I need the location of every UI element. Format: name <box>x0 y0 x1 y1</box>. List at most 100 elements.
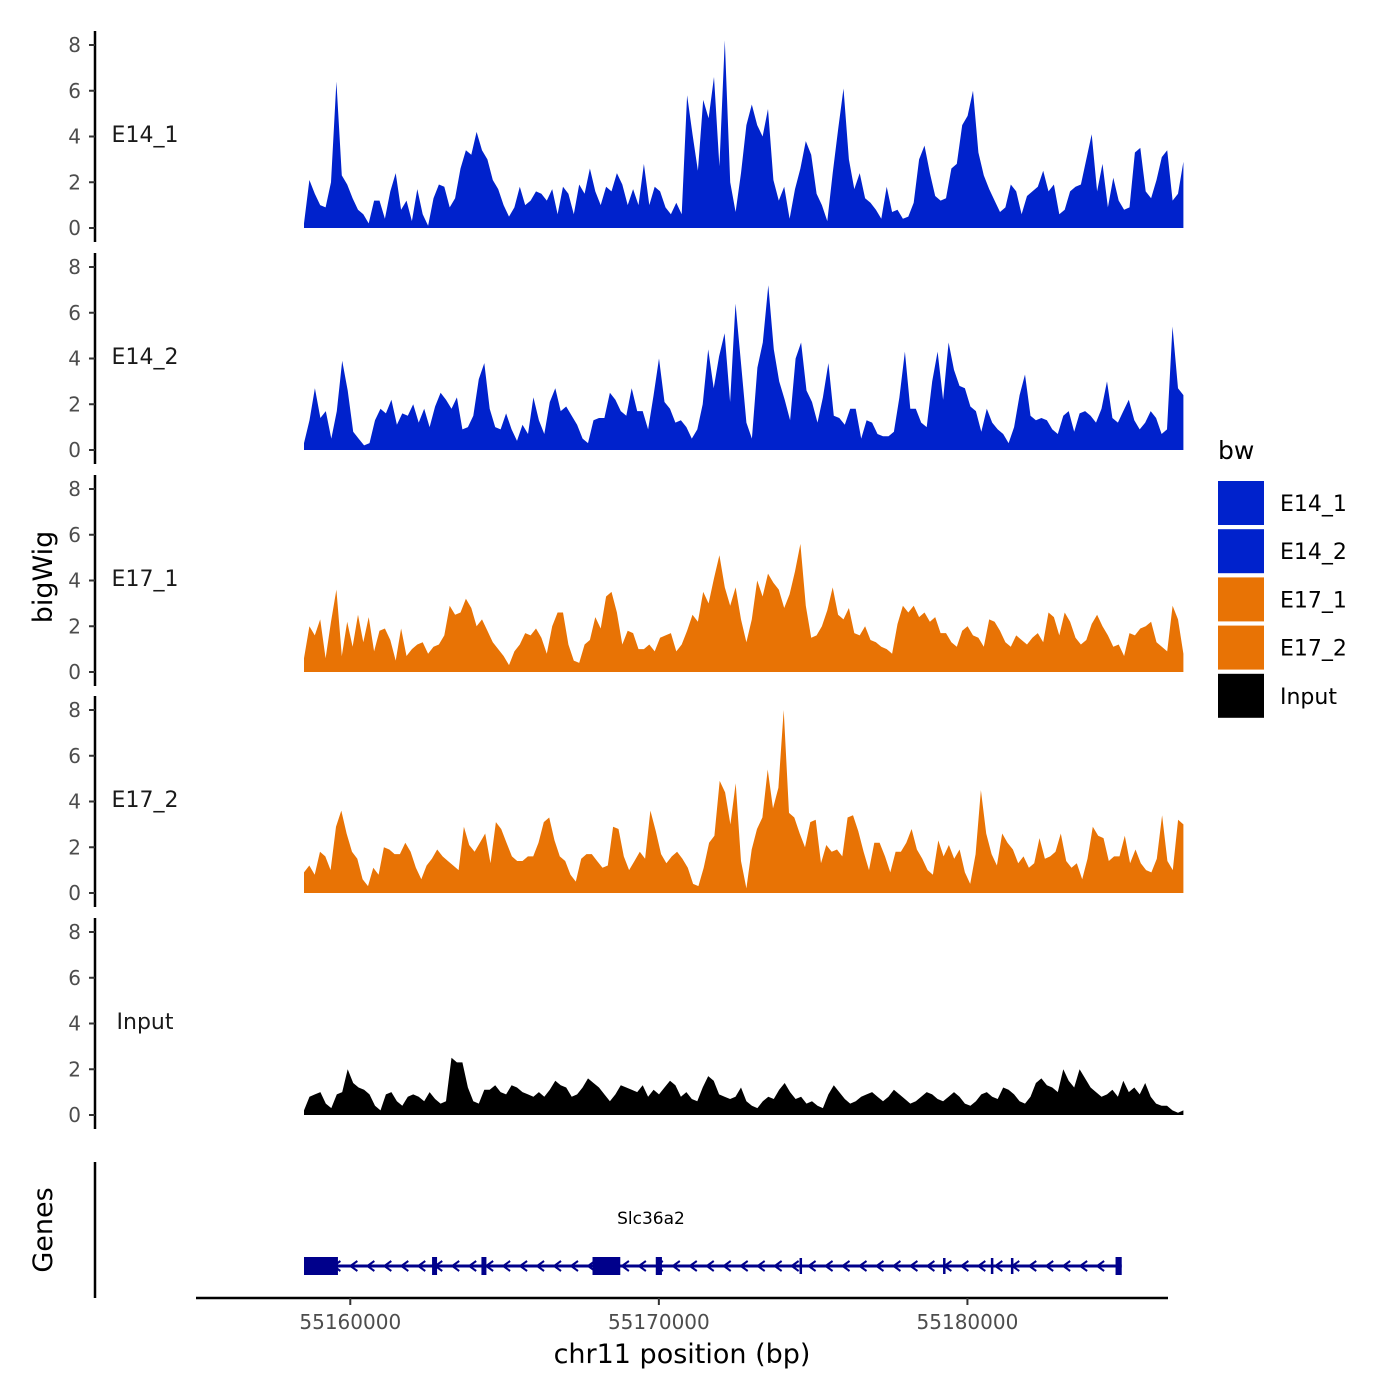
gene-strand-arrow <box>874 1260 885 1272</box>
gene-strand-arrow <box>637 1260 647 1272</box>
gene-strand-arrow <box>1027 1260 1037 1272</box>
track-area-e17-1 <box>304 543 1184 672</box>
legend-label: E14_1 <box>1280 492 1347 517</box>
y-tick-label: 2 <box>68 170 81 194</box>
gene-strand-arrow <box>535 1260 545 1272</box>
legend-label: Input <box>1280 685 1337 710</box>
genes-panel: Slc36a2 <box>93 1162 1122 1298</box>
y-tick-label: 0 <box>68 216 81 240</box>
gene-strand-arrow <box>416 1260 426 1272</box>
gene-strand-arrow <box>908 1260 919 1272</box>
gene-exon <box>304 1257 338 1275</box>
gene-strand-arrow <box>620 1260 630 1272</box>
gene-strand-arrow <box>467 1260 477 1272</box>
gene-strand-arrow <box>501 1260 511 1272</box>
gene-strand-arrow <box>857 1260 868 1272</box>
gene-exon <box>1115 1257 1122 1275</box>
legend: bw E14_1 E14_2 E17_1 E17_2 Input <box>1218 436 1347 718</box>
y-tick-label: 4 <box>68 1012 81 1036</box>
track-area-e17-2 <box>304 710 1184 893</box>
gene-strand-arrow <box>891 1260 902 1272</box>
y-tick-label: 0 <box>68 438 81 462</box>
y-tick-label: 8 <box>68 920 81 944</box>
legend-key-input <box>1218 673 1264 718</box>
gene-strand-arrow <box>976 1260 986 1272</box>
gene-strand-arrow <box>1061 1260 1071 1272</box>
gene-strand-arrow <box>925 1260 935 1272</box>
y-tick-label: 2 <box>68 614 81 638</box>
gene-strand-arrow <box>722 1260 732 1272</box>
gene-strand-arrow <box>569 1260 579 1272</box>
x-tick-label: 55170000 <box>608 1310 710 1334</box>
y-tick-label: 4 <box>68 790 81 814</box>
legend-key-e17-2 <box>1218 625 1264 670</box>
gene-strand-arrow <box>806 1260 817 1272</box>
legend-label: E17_2 <box>1280 637 1347 662</box>
gene-strand-arrow <box>365 1260 375 1272</box>
track-label: E17_1 <box>112 567 179 592</box>
track-label: E14_1 <box>112 123 179 148</box>
track-label: E14_2 <box>112 345 179 370</box>
gene-exon <box>655 1257 662 1275</box>
gene-strand-arrow <box>1095 1260 1105 1272</box>
gene-strand-arrow <box>399 1260 409 1272</box>
gene-exon <box>481 1257 487 1275</box>
gene-strand-arrow <box>840 1260 851 1272</box>
y-tick-label: 6 <box>68 966 81 990</box>
genes-axis-title: Genes <box>28 1187 59 1272</box>
y-tick-label: 2 <box>68 392 81 416</box>
y-tick-label: 6 <box>68 523 81 547</box>
y-tick-label: 2 <box>68 1057 81 1081</box>
track-label: E17_2 <box>112 788 179 813</box>
gene-strand-arrow <box>993 1260 1003 1272</box>
track-area-input <box>304 1057 1184 1115</box>
gene-strand-arrow <box>518 1260 528 1272</box>
legend-label: E17_1 <box>1280 588 1347 613</box>
gene-exon <box>592 1257 621 1275</box>
y-tick-label: 6 <box>68 79 81 103</box>
legend-title: bw <box>1218 436 1254 465</box>
y-tick-label: 6 <box>68 301 81 325</box>
legend-key-e14-1 <box>1218 481 1264 525</box>
track-area-e14-2 <box>304 285 1184 450</box>
y-tick-label: 0 <box>68 1103 81 1127</box>
gene-strand-arrow <box>738 1260 749 1272</box>
y-tick-label: 8 <box>68 255 81 279</box>
track-e17-2: 0 2 4 6 8 E17_2 <box>68 696 1184 907</box>
y-tick-label: 0 <box>68 881 81 905</box>
gene-strand-arrow <box>789 1260 800 1272</box>
gene-strand-arrow <box>705 1260 715 1272</box>
legend-key-e17-1 <box>1218 577 1264 622</box>
track-label: Input <box>117 1010 174 1035</box>
y-tick-label: 8 <box>68 477 81 501</box>
y-axis-title: bigWig <box>28 531 59 624</box>
y-tick-label: 4 <box>68 125 81 149</box>
y-tick-label: 4 <box>68 569 81 593</box>
x-tick-label: 55160000 <box>299 1310 401 1334</box>
y-tick-label: 4 <box>68 347 81 371</box>
x-axis-title: chr11 position (bp) <box>554 1339 811 1370</box>
gene-strand-arrow <box>382 1260 392 1272</box>
tracks-group: 0 2 4 6 8 E14_1 0 2 4 6 8 E14_2 0 2 4 6 8 E17_1 0 2 4 6 8 E17_2… <box>68 31 1184 1129</box>
gene-strand-arrow <box>671 1260 681 1272</box>
gene-strand-arrow <box>772 1260 783 1272</box>
x-axis: 55160000 55170000 55180000 <box>196 1296 1168 1334</box>
gene-strand-arrow <box>1078 1260 1088 1272</box>
y-tick-label: 0 <box>68 660 81 684</box>
track-e14-1: 0 2 4 6 8 E14_1 <box>68 31 1184 242</box>
gene-strand-arrow <box>1044 1260 1054 1272</box>
track-input: 0 2 4 6 8 Input <box>68 918 1184 1129</box>
y-tick-label: 2 <box>68 835 81 859</box>
gene-strand-arrow <box>348 1260 358 1272</box>
y-tick-label: 6 <box>68 744 81 768</box>
legend-label: E14_2 <box>1280 540 1347 565</box>
gene-name-label: Slc36a2 <box>617 1209 685 1229</box>
gene-strand-arrow <box>688 1260 698 1272</box>
track-e17-1: 0 2 4 6 8 E17_1 <box>68 475 1184 686</box>
y-tick-label: 8 <box>68 698 81 722</box>
gene-strand-arrow <box>755 1260 766 1272</box>
gene-strand-arrow <box>450 1260 460 1272</box>
y-tick-label: 8 <box>68 33 81 57</box>
track-e14-2: 0 2 4 6 8 E14_2 <box>68 253 1184 464</box>
